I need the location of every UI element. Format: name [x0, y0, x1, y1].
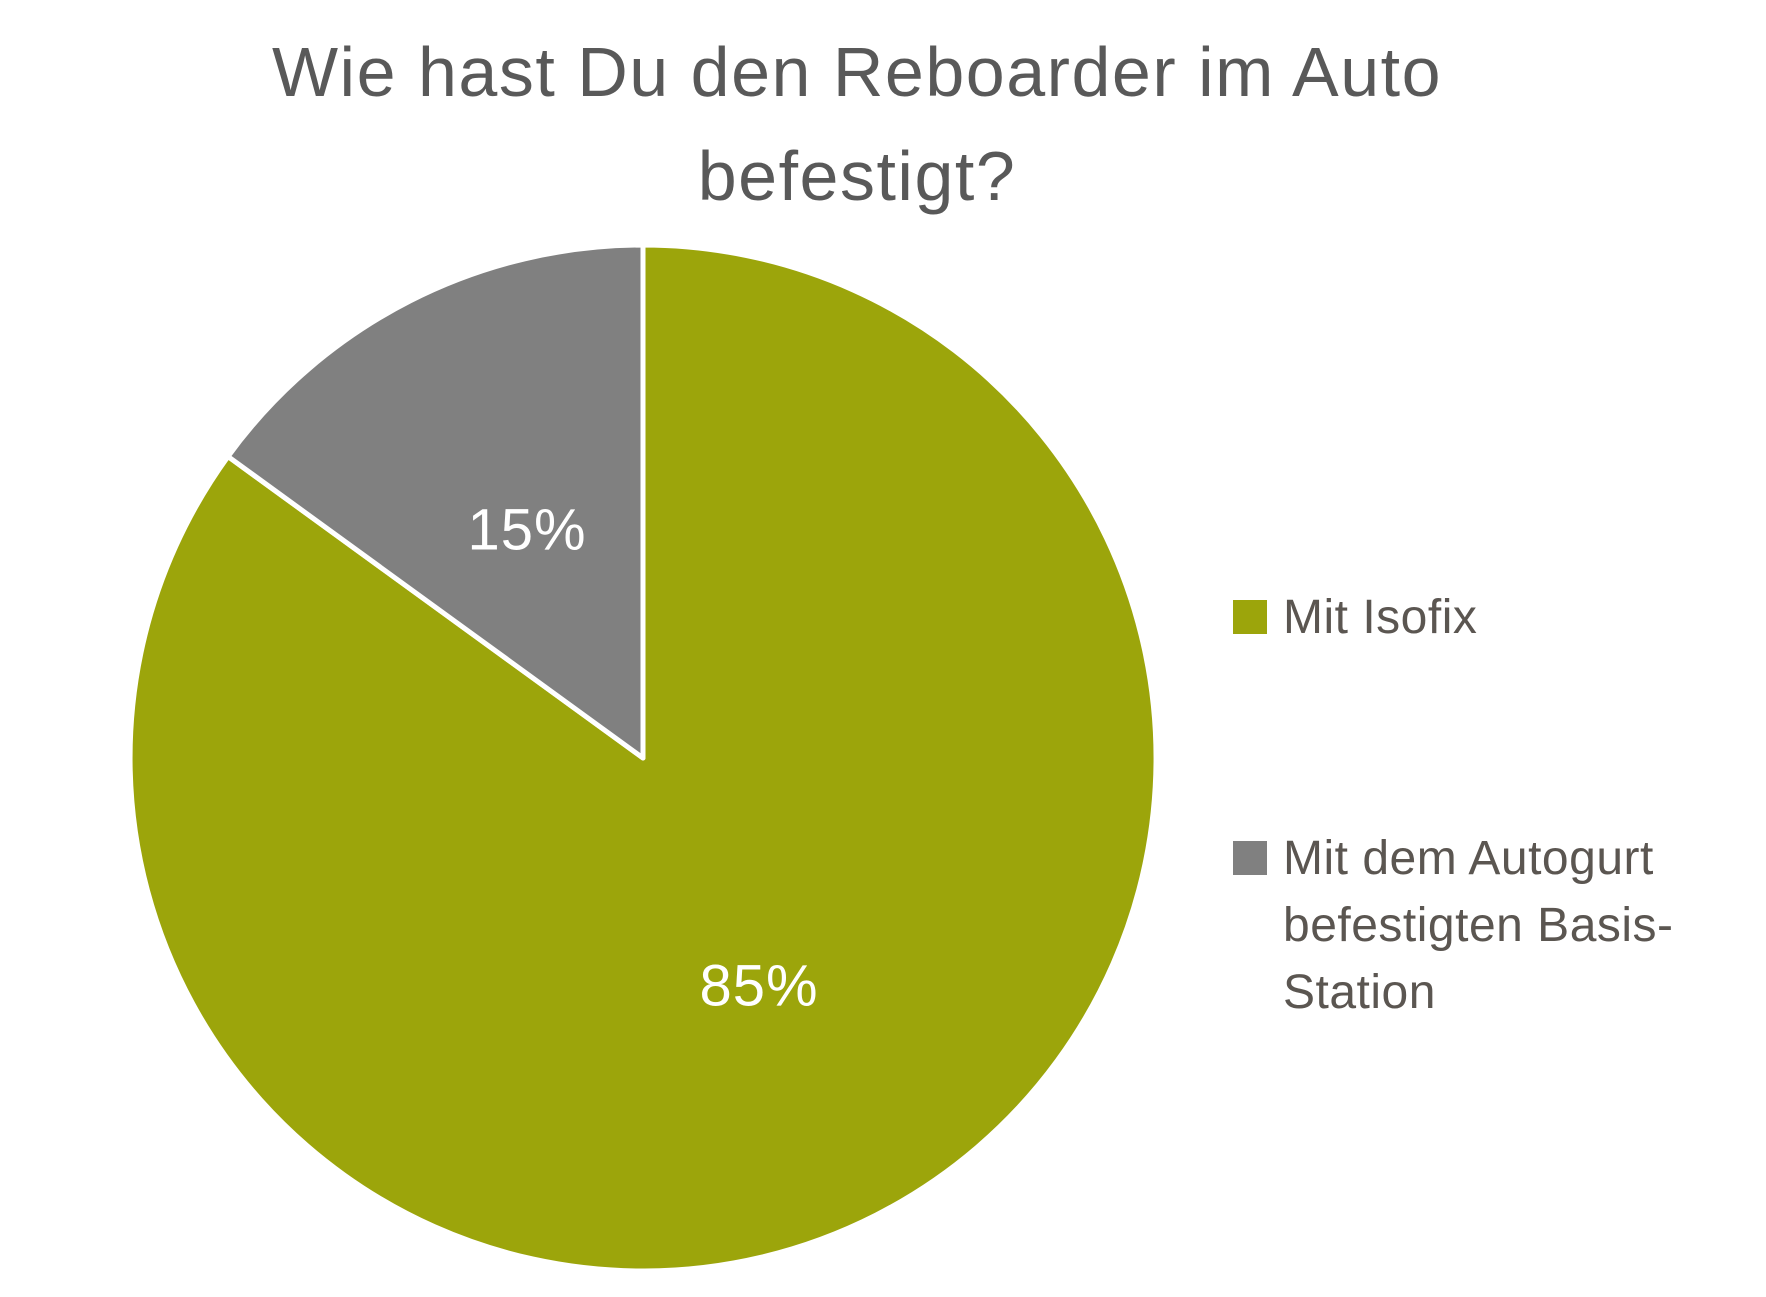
legend-item-basis-station[interactable]: Mit dem Autogurt befestigten Basis- Stat… [1233, 829, 1733, 1026]
pie-slice-basis-station[interactable] [225, 242, 646, 761]
data-label-basis-station: 15% [467, 498, 586, 563]
chart-title: Wie hast Du den Reboarder im Auto befest… [271, 33, 1443, 215]
legend-label-basis-station: Mit dem Autogurt befestigten Basis- Stat… [1283, 832, 1674, 1019]
legend-item-mit-isofix[interactable]: Mit Isofix [1233, 588, 1733, 648]
legend-swatch-gray [1233, 841, 1267, 875]
legend-label-mit-isofix: Mit Isofix [1283, 591, 1478, 644]
data-label-mit-isofix: 85% [699, 954, 818, 1019]
legend-swatch-green [1233, 600, 1267, 634]
legend-swatch-gray-rect [1233, 841, 1267, 875]
legend-swatch-green-rect [1233, 600, 1267, 634]
legend: Mit Isofix Mit dem Autogurt befestigten … [1233, 588, 1733, 1026]
